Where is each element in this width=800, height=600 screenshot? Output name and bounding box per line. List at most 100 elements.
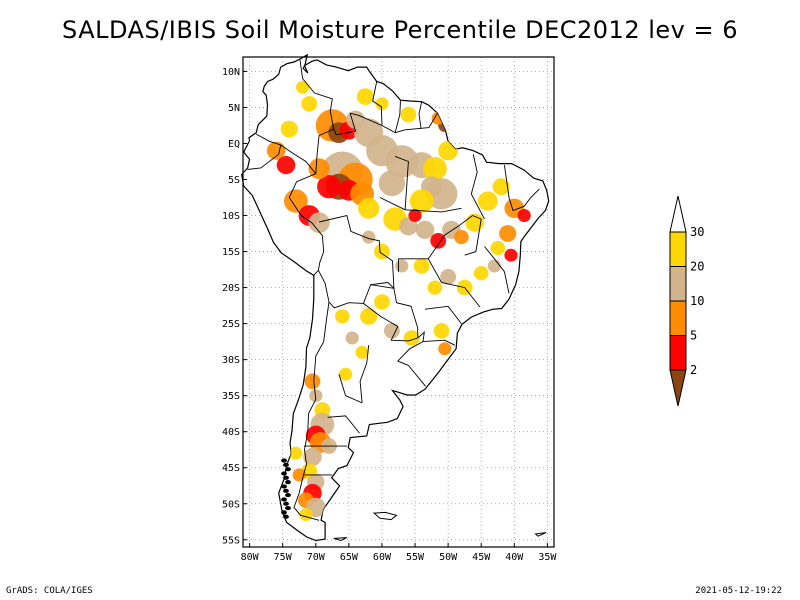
lon-tick-label: 35W <box>538 552 557 563</box>
percentile-patch <box>413 258 430 274</box>
map-frame <box>242 56 555 548</box>
percentile-patch <box>440 269 456 285</box>
percentile-patch <box>438 342 452 356</box>
percentile-patch <box>289 446 303 460</box>
archipelago-island <box>281 471 287 476</box>
percentile-patch <box>473 266 489 281</box>
longitude-tick-labels: 80W 75W 70W 65W 60W 55W 50W 45W 40W 35W <box>241 543 557 563</box>
border-line <box>405 101 423 131</box>
percentile-patch <box>374 294 390 310</box>
archipelago-island <box>283 501 289 506</box>
border-line <box>394 100 401 133</box>
lat-tick-label: 25S <box>222 319 240 330</box>
border-line <box>293 301 330 521</box>
percentile-patch <box>517 209 531 222</box>
percentile-patch <box>415 220 435 239</box>
percentile-patch <box>335 309 350 324</box>
archipelago-island <box>283 488 289 493</box>
archipelago-island <box>285 505 291 511</box>
lat-tick-label: 5S <box>228 175 240 186</box>
percentile-patch <box>438 141 458 161</box>
lon-tick-label: 60W <box>373 552 392 563</box>
percentile-patch <box>362 230 376 244</box>
lat-tick-label: 20S <box>222 283 240 294</box>
archipelago-island <box>283 475 289 480</box>
percentile-patch <box>299 508 313 522</box>
border-line <box>372 81 406 134</box>
border-line <box>280 144 325 277</box>
percentile-patch <box>427 280 443 295</box>
archipelago-island <box>283 514 289 519</box>
percentile-patch <box>490 240 506 256</box>
percentile-patch <box>355 345 369 359</box>
lat-tick-label: 10N <box>222 67 240 78</box>
footer-credit: GrADS: COLA/IGES <box>6 586 93 596</box>
border-line <box>370 282 419 338</box>
percentile-patch <box>430 233 447 249</box>
percentile-patch <box>301 96 318 112</box>
percentile-patch <box>409 189 434 213</box>
lon-tick-label: 50W <box>439 552 458 563</box>
border-line <box>424 305 462 324</box>
percentile-patch <box>345 331 359 345</box>
percentile-shading <box>266 80 531 522</box>
lon-tick-label: 45W <box>472 552 491 563</box>
percentile-patch <box>423 157 447 181</box>
percentile-patch <box>399 217 418 236</box>
border-line <box>427 234 481 308</box>
border-line <box>379 197 462 213</box>
map-title: SALDAS/IBIS Soil Moisture Percentile DEC… <box>62 16 738 44</box>
percentile-patch <box>400 106 417 123</box>
lat-tick-label: 45S <box>222 463 240 474</box>
percentile-patch <box>304 373 321 390</box>
percentile-patch <box>317 175 341 199</box>
percentile-patch <box>308 158 330 180</box>
percentile-patch <box>499 225 517 242</box>
percentile-patch <box>477 191 498 211</box>
lat-tick-label: 15S <box>222 247 240 258</box>
percentile-patch <box>408 209 422 222</box>
colorbar-label: 2 <box>690 363 697 377</box>
colorbar-bottom-arrow <box>669 369 687 407</box>
colorbar-label: 30 <box>690 225 704 239</box>
border-line <box>327 415 360 434</box>
percentile-patch <box>403 330 420 346</box>
lon-tick-label: 80W <box>241 552 260 563</box>
percentile-patch <box>448 129 462 143</box>
border-line <box>359 345 370 403</box>
archipelago-island <box>281 458 287 463</box>
lat-tick-label: 35S <box>222 391 240 402</box>
percentile-patch <box>454 230 469 245</box>
island-outline <box>372 511 398 521</box>
archipelago-island <box>285 480 291 485</box>
percentile-patch <box>487 259 501 273</box>
colorbar-segment <box>669 335 687 371</box>
border-line <box>422 339 455 346</box>
archipelago-island <box>281 497 287 502</box>
archipelago-island <box>285 467 291 472</box>
border-line <box>444 214 482 256</box>
lat-tick-label: 40S <box>222 427 240 438</box>
archipelago-island <box>285 493 291 498</box>
percentile-patch <box>356 88 374 105</box>
colorbar-label: 20 <box>690 260 704 274</box>
lon-tick-label: 55W <box>406 552 425 563</box>
border-line <box>315 128 334 174</box>
lat-tick-label: 55S <box>222 535 240 546</box>
footer-timestamp: 2021-05-12-19:22 <box>695 586 782 596</box>
percentile-patch <box>433 323 450 339</box>
percentile-patch <box>374 243 390 260</box>
lat-tick-label: 30S <box>222 355 240 366</box>
colorbar-label: 10 <box>690 294 704 308</box>
border-line <box>338 373 363 404</box>
lat-tick-label: 5N <box>228 103 240 114</box>
border-line <box>363 303 418 342</box>
border-line <box>503 165 540 212</box>
lon-tick-label: 70W <box>307 552 326 563</box>
percentile-patch <box>296 80 310 94</box>
border-line <box>336 112 383 136</box>
lon-tick-label: 65W <box>340 552 359 563</box>
percentile-patch <box>492 178 510 196</box>
percentile-patch <box>378 170 406 197</box>
